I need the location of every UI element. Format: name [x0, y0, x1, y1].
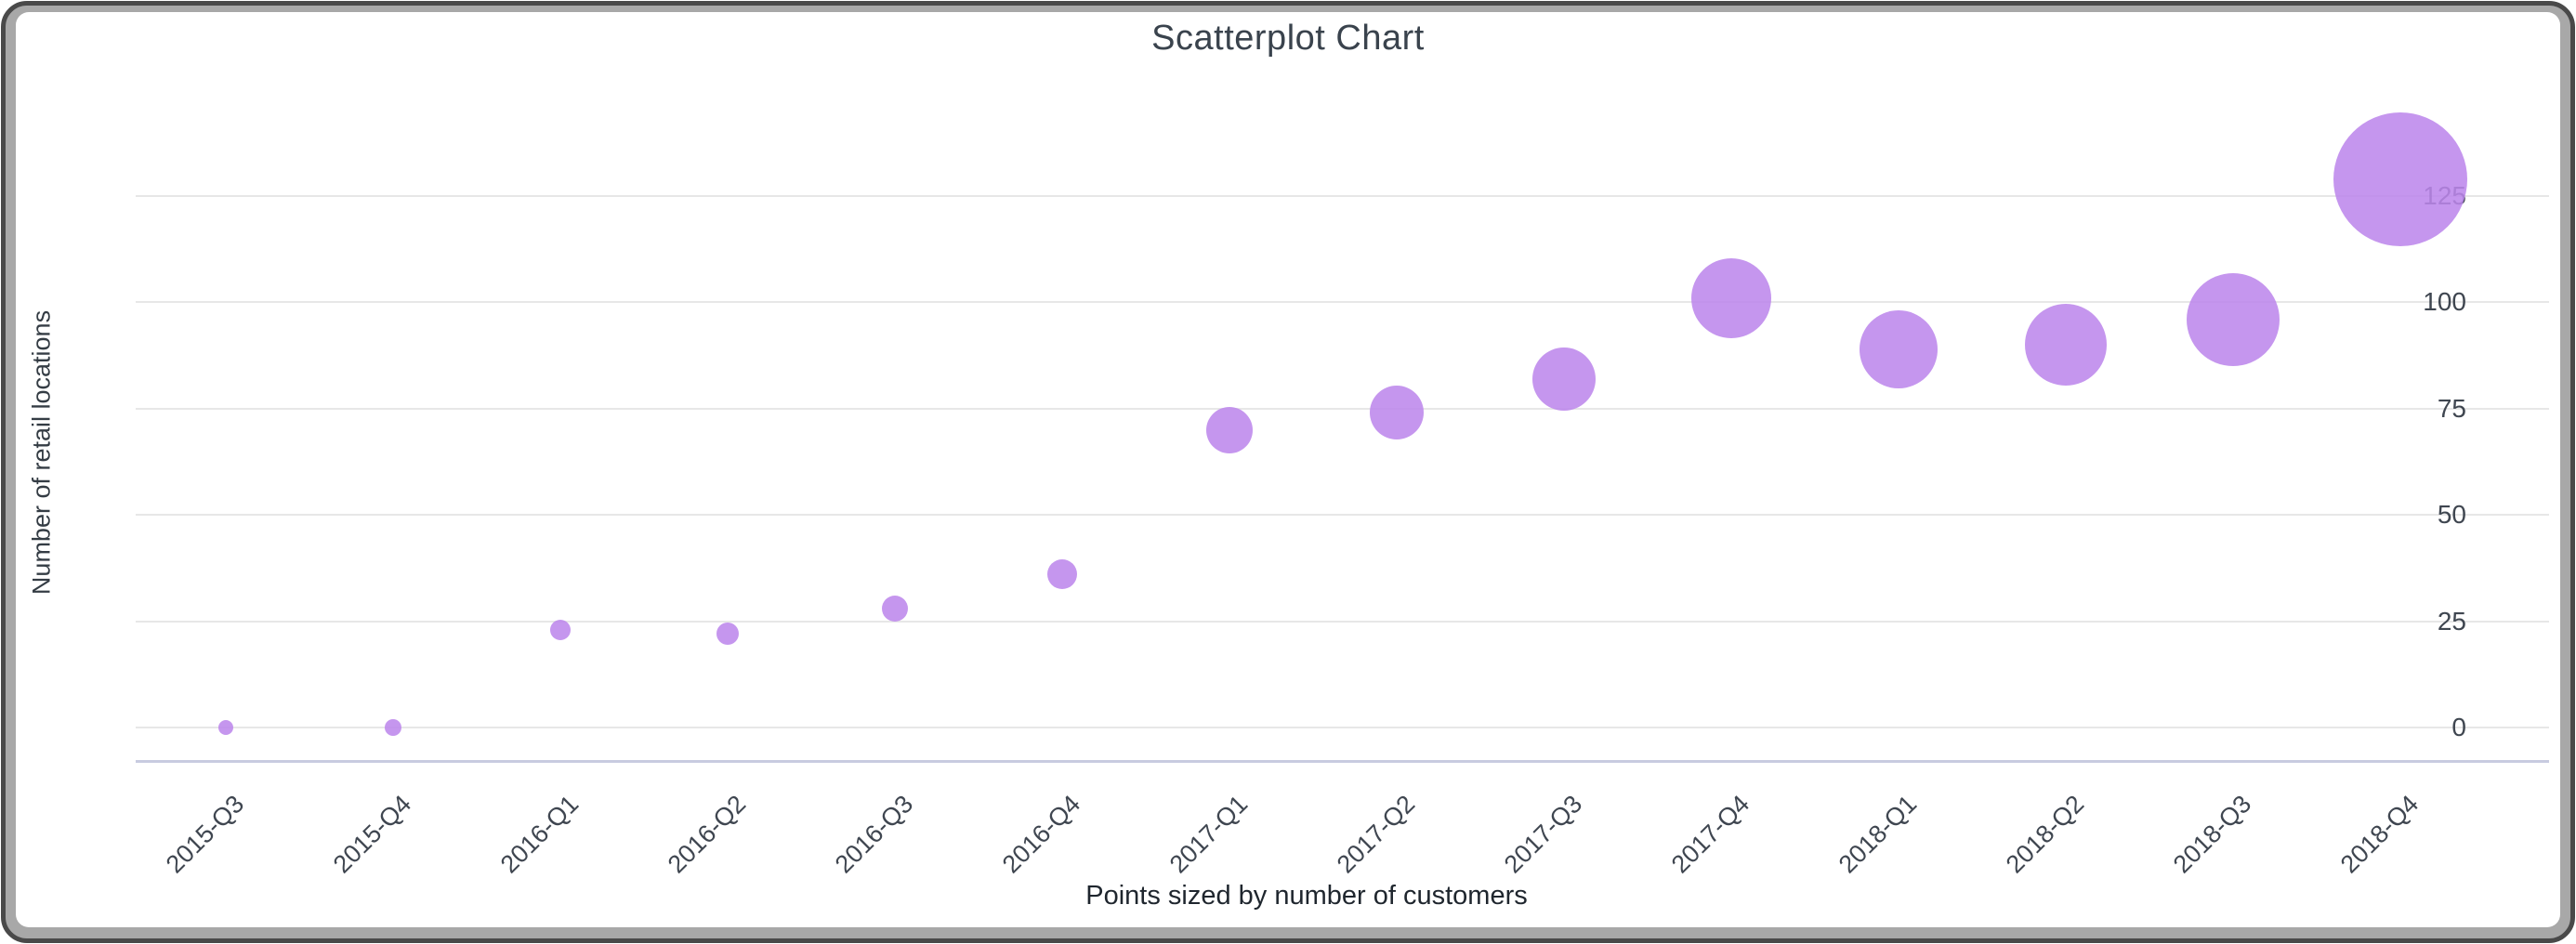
gridline [136, 195, 2549, 197]
gridline [136, 301, 2549, 303]
gridline [136, 514, 2549, 516]
data-point-bubble[interactable] [882, 596, 908, 622]
data-point-bubble[interactable] [550, 620, 571, 640]
data-point-bubble[interactable] [218, 720, 233, 735]
chart-title: Scatterplot Chart [1151, 19, 1425, 58]
data-point-bubble[interactable] [385, 719, 401, 736]
data-point-bubble[interactable] [2333, 112, 2467, 246]
data-point-bubble[interactable] [2187, 273, 2280, 366]
data-point-bubble[interactable] [1860, 310, 1938, 388]
x-axis-caption: Points sized by number of customers [1085, 881, 1528, 911]
gridline [136, 621, 2549, 623]
y-axis-tick-label: 0 [2451, 713, 2466, 741]
chart-card [16, 12, 2560, 927]
data-point-bubble[interactable] [1047, 559, 1077, 589]
gridline [136, 727, 2549, 728]
x-axis-line [136, 760, 2549, 763]
data-point-bubble[interactable] [1370, 386, 1424, 439]
gridline [136, 408, 2549, 410]
y-axis-tick-label: 25 [2437, 607, 2466, 636]
y-axis-title: Number of retail locations [27, 309, 56, 596]
data-point-bubble[interactable] [1532, 347, 1596, 411]
y-axis-tick-label: 75 [2437, 394, 2466, 423]
data-point-bubble[interactable] [1691, 258, 1771, 338]
y-axis-tick-label: 100 [2423, 287, 2466, 316]
data-point-bubble[interactable] [2025, 304, 2107, 386]
data-point-bubble[interactable] [1206, 407, 1253, 453]
y-axis-tick-label: 50 [2437, 500, 2466, 529]
data-point-bubble[interactable] [716, 623, 739, 645]
